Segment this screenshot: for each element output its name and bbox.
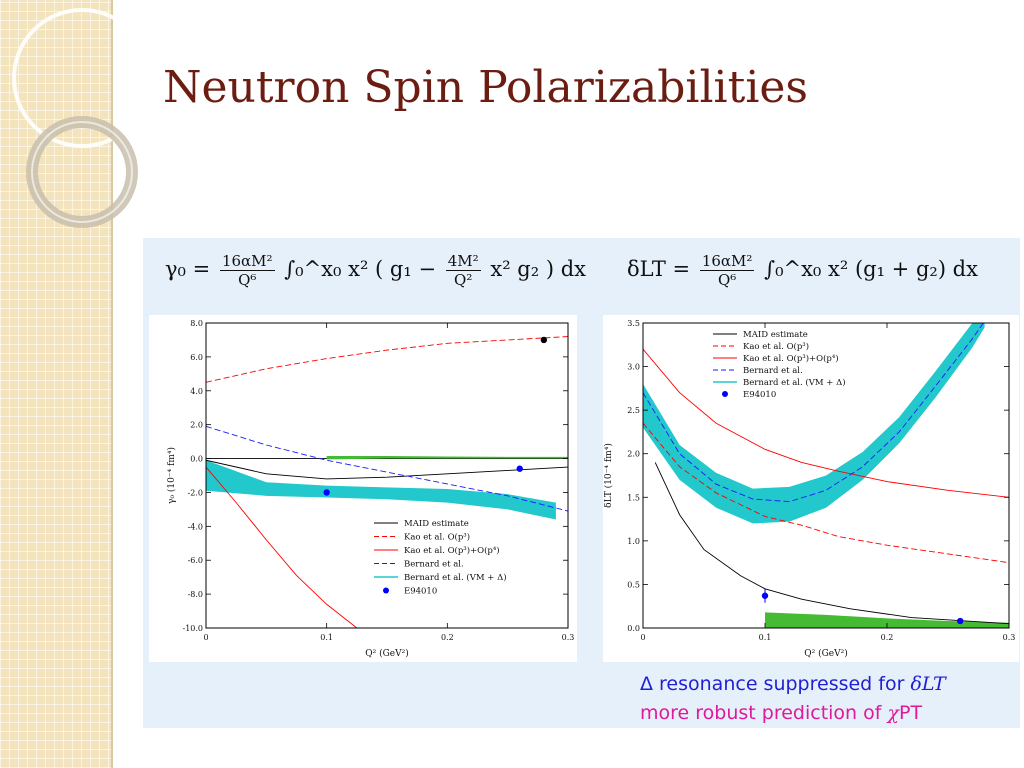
y-tick-label: 6.0 bbox=[190, 353, 203, 362]
note1-text: Δ resonance suppressed for bbox=[640, 673, 911, 695]
legend-label-kao-et-al-o-p-o-p: Kao et al. O(p³)+O(p⁴) bbox=[404, 545, 500, 556]
gamma0-formula-lhs: γ₀ = bbox=[165, 257, 211, 281]
gamma0-inner-num: 4M² bbox=[445, 252, 481, 271]
marker-black-point bbox=[540, 336, 548, 344]
gamma0-formula: γ₀ = 16αM² Q⁶ ∫₀^x₀ x² ( g₁ − 4M² Q² x² … bbox=[165, 252, 586, 289]
marker-e94010 bbox=[323, 489, 330, 496]
marker-e94010 bbox=[761, 592, 769, 599]
delta-lt-formula-lhs: δLT = bbox=[627, 257, 691, 281]
y-tick-label: 1.5 bbox=[627, 493, 640, 502]
legend-label-e94010: E94010 bbox=[743, 390, 776, 400]
y-tick-label: 3.5 bbox=[627, 319, 640, 328]
line-bernard-et-al bbox=[206, 425, 568, 512]
y-tick-label: 2.0 bbox=[190, 421, 203, 430]
band-green-band bbox=[765, 612, 1009, 628]
legend-label-kao-et-al-o-p: Kao et al. O(p³) bbox=[404, 532, 470, 543]
note-delta-resonance: Δ resonance suppressed for δLT bbox=[640, 673, 946, 695]
y-tick-label: -10.0 bbox=[182, 624, 203, 633]
x-tick-label: 0.3 bbox=[562, 633, 575, 642]
note-chipt: more robust prediction of χPT bbox=[640, 702, 922, 724]
x-tick-label: 0 bbox=[640, 633, 645, 642]
delta-lt-prefactor-num: 16αM² bbox=[699, 252, 755, 271]
gamma0-inner-den: Q² bbox=[454, 271, 473, 289]
plot-frame bbox=[205, 322, 569, 629]
gamma0-chart-svg: 8.0 6.0 4.0 2.0 0.0 -2.0 -4.0 -6.0 -8.0 -10.00 0.1… bbox=[166, 319, 575, 659]
y-axis-label: δLT (10⁻⁴ fm⁴) bbox=[603, 443, 614, 508]
legend-label-bernard-et-al: Bernard et al. bbox=[743, 366, 803, 376]
line-bernard-et-al bbox=[643, 323, 984, 503]
y-tick-label: 0.5 bbox=[627, 580, 640, 589]
y-tick-label: 0.0 bbox=[190, 455, 203, 464]
legend-label-maid-estimate: MAID estimate bbox=[743, 330, 808, 340]
y-tick-label: 0.0 bbox=[627, 624, 640, 633]
y-tick-label: 1.0 bbox=[627, 537, 640, 546]
marker-e94010 bbox=[957, 617, 964, 625]
delta-lt-prefactor-den: Q⁶ bbox=[717, 271, 737, 289]
band-green-band bbox=[326, 456, 568, 460]
note1-symbol: δLT bbox=[910, 673, 946, 695]
gamma0-prefactor: 16αM² Q⁶ bbox=[219, 252, 275, 289]
line-kao-et-al-o-p bbox=[206, 336, 568, 383]
note2-text: more robust prediction of bbox=[640, 702, 888, 724]
side-band-divider bbox=[111, 0, 113, 768]
line-kao-et-al-o-p-o-p bbox=[643, 348, 1009, 498]
gamma0-chart: 8.0 6.0 4.0 2.0 0.0 -2.0 -4.0 -6.0 -8.0 -10.0 0 0.1… bbox=[149, 315, 577, 662]
y-axis-label: γ₀ (10⁻⁴ fm⁴) bbox=[166, 447, 177, 504]
gamma0-prefactor-den: Q⁶ bbox=[238, 271, 257, 289]
decorative-ring-large bbox=[12, 8, 140, 148]
legend-label-kao-et-al-o-p: Kao et al. O(p³) bbox=[743, 341, 809, 352]
x-tick-label: 0.2 bbox=[441, 633, 454, 642]
x-tick-label: 0.2 bbox=[881, 633, 894, 642]
plot-area bbox=[206, 336, 568, 628]
y-tick-label: 8.0 bbox=[190, 319, 203, 328]
gamma0-integral: ∫₀^x₀ x² ( g₁ − bbox=[284, 257, 437, 281]
y-tick-label: 2.5 bbox=[627, 406, 640, 415]
delta-lt-chart: 3.5 3.0 2.5 2.0 1.5 1.0 0.5 0.0 0 0.1 0.2 0.3 Q² (Ge… bbox=[603, 315, 1019, 662]
x-tick-label: 0 bbox=[203, 633, 208, 642]
line-maid-estimate bbox=[206, 459, 568, 480]
y-tick-label: -4.0 bbox=[188, 522, 203, 531]
band-bernard-et-al-vm bbox=[206, 460, 556, 520]
gamma0-prefactor-num: 16αM² bbox=[219, 252, 275, 271]
gamma0-tail: x² g₂ ) dx bbox=[490, 257, 586, 281]
y-tick-label: -6.0 bbox=[188, 556, 203, 565]
band-bernard-et-al-vm bbox=[643, 323, 985, 524]
slide-title: Neutron Spin Polarizabilities bbox=[163, 62, 809, 113]
note2-tail: PT bbox=[899, 702, 923, 724]
x-axis-label: Q² (GeV²) bbox=[804, 648, 848, 659]
y-tick-label: 4.0 bbox=[190, 387, 203, 396]
legend-label-bernard-et-al: Bernard et al. bbox=[404, 560, 464, 570]
delta-lt-formula: δLT = 16αM² Q⁶ ∫₀^x₀ x² (g₁ + g₂) dx bbox=[627, 252, 978, 289]
line-kao-et-al-o-p-o-p bbox=[206, 466, 358, 628]
x-tick-label: 0.1 bbox=[759, 633, 772, 642]
x-axis-label: Q² (GeV²) bbox=[365, 648, 409, 659]
y-tick-label: -8.0 bbox=[188, 590, 203, 599]
marker-e94010 bbox=[516, 465, 523, 472]
gamma0-inner-fraction: 4M² Q² bbox=[445, 252, 481, 289]
delta-lt-chart-svg: 3.5 3.0 2.5 2.0 1.5 1.0 0.5 0.00 0.1 0.2 0.3 Q² (Ge… bbox=[603, 319, 1016, 659]
y-tick-label: 3.0 bbox=[627, 363, 640, 372]
y-tick-label: 2.0 bbox=[627, 450, 640, 459]
decorative-ring-small-inner bbox=[31, 121, 133, 223]
note2-symbol: χ bbox=[887, 702, 899, 724]
x-tick-label: 0.1 bbox=[320, 633, 333, 642]
legend-label-maid-estimate: MAID estimate bbox=[404, 519, 469, 529]
legend-label-bernard-et-al-vm: Bernard et al. (VM + Δ) bbox=[743, 377, 846, 388]
legend-marker-e94010 bbox=[722, 391, 728, 397]
delta-lt-integral: ∫₀^x₀ x² (g₁ + g₂) dx bbox=[764, 257, 978, 281]
decorative-rings bbox=[12, 8, 140, 228]
legend-label-kao-et-al-o-p-o-p: Kao et al. O(p³)+O(p⁴) bbox=[743, 353, 839, 364]
delta-lt-prefactor: 16αM² Q⁶ bbox=[699, 252, 755, 289]
y-tick-label: -2.0 bbox=[188, 488, 203, 497]
legend-label-e94010: E94010 bbox=[404, 587, 437, 597]
x-tick-label: 0.3 bbox=[1003, 633, 1016, 642]
legend-label-bernard-et-al-vm: Bernard et al. (VM + Δ) bbox=[404, 572, 507, 583]
line-kao-et-al-o-p bbox=[643, 422, 1009, 564]
plot-area bbox=[643, 323, 1009, 628]
plot-frame bbox=[642, 322, 1010, 629]
legend-marker-e94010 bbox=[383, 587, 389, 594]
